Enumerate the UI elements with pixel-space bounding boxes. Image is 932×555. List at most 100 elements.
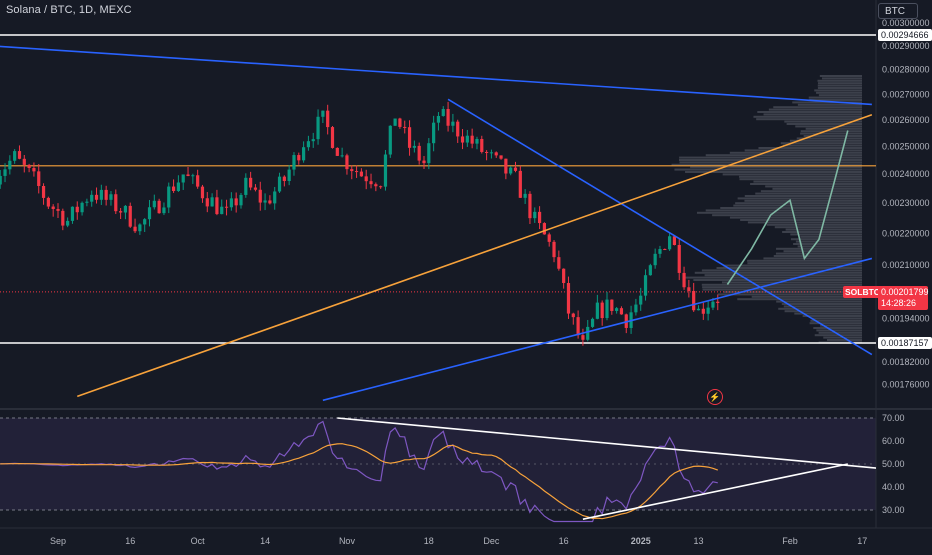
time-tick-label: 17 xyxy=(857,536,867,546)
candle-body xyxy=(186,174,190,177)
price-axis[interactable]: 0.00300000 0.00290000 0.00280000 0.00270000… xyxy=(882,18,930,390)
price-tick-label: 0.00290000 xyxy=(882,41,930,51)
candle-body xyxy=(533,211,537,219)
candle-body xyxy=(711,301,715,308)
candle-body xyxy=(61,210,65,226)
volume-profile-bar xyxy=(701,283,862,286)
time-tick-label: 16 xyxy=(559,536,569,546)
volume-profile-bar xyxy=(717,293,862,296)
candle-body xyxy=(595,302,599,319)
candle-body xyxy=(234,198,238,206)
candle-body xyxy=(167,186,171,208)
candle-body xyxy=(509,167,513,174)
volume-profile-bar xyxy=(810,319,862,322)
candle-body xyxy=(326,110,330,128)
projection-path xyxy=(726,130,849,285)
candle-body xyxy=(456,121,460,137)
volume-profile-bar xyxy=(674,168,862,171)
candles xyxy=(0,101,720,346)
volume-profile-bar xyxy=(679,159,862,161)
candle-body xyxy=(634,304,638,313)
candle-body xyxy=(37,171,41,186)
candle-body xyxy=(504,158,508,174)
candle-body xyxy=(359,171,363,177)
volume-profile-bar xyxy=(790,233,862,236)
candle-body xyxy=(147,207,152,220)
volume-profile-bar xyxy=(753,180,862,183)
candle-body xyxy=(297,155,301,161)
candle-body xyxy=(383,154,388,187)
volume-profile-bar xyxy=(821,77,862,80)
volume-profile-bar xyxy=(808,96,862,99)
price-tick-label: 0.00176000 xyxy=(882,380,930,390)
candle-body xyxy=(13,151,17,161)
volume-profile-bar xyxy=(827,339,862,341)
time-tick-label: Sep xyxy=(50,536,66,546)
volume-profile-bar xyxy=(753,115,862,118)
candle-body xyxy=(648,265,652,276)
level-tag-bottom: 0.00187157 xyxy=(878,337,932,349)
volume-profile-bar xyxy=(739,175,862,178)
volume-profile-bar xyxy=(783,144,862,147)
candle-body xyxy=(162,207,166,214)
price-tick-label: 0.00260000 xyxy=(882,115,930,125)
time-tick-label: 14 xyxy=(260,536,270,546)
candle-body xyxy=(277,176,282,192)
volume-profile-bar xyxy=(811,317,862,320)
volume-profile-bar xyxy=(756,118,862,121)
candle-body xyxy=(229,198,233,208)
candle-body xyxy=(557,257,561,269)
candle-body xyxy=(422,160,426,164)
candle-body xyxy=(80,202,84,213)
candle-body xyxy=(619,308,624,315)
symbol-title[interactable]: Solana / BTC, 1D, MEXC xyxy=(6,4,132,16)
rsi-tick-label: 70.00 xyxy=(882,413,905,423)
volume-profile-bar xyxy=(702,288,862,291)
candle-body xyxy=(191,175,195,177)
time-axis[interactable]: Sep 16 Oct 14 Nov 18 Dec 16 2025 13 Feb 17 xyxy=(50,536,867,546)
candle-body xyxy=(518,170,522,198)
volume-profile-bar xyxy=(679,156,862,159)
candle-body xyxy=(94,194,99,200)
candle-body xyxy=(205,198,209,207)
candle-body xyxy=(706,307,710,314)
volume-profile-bar xyxy=(809,322,862,325)
candle-body xyxy=(480,138,484,152)
candle-body xyxy=(306,141,311,148)
candle-body xyxy=(8,160,12,170)
flash-icon[interactable]: ⚡ xyxy=(707,389,723,405)
volume-profile-bar xyxy=(757,111,862,113)
volume-profile-bar xyxy=(774,226,862,229)
candle-body xyxy=(157,200,161,214)
volume-profile-bar xyxy=(773,255,862,257)
rsi-axis[interactable]: 70.00 60.00 50.00 40.00 30.00 xyxy=(882,413,905,515)
candle-body xyxy=(171,186,176,192)
price-tick-label: 0.00280000 xyxy=(882,65,930,75)
time-tick-label: Nov xyxy=(339,536,356,546)
candle-body xyxy=(615,308,619,311)
candle-body xyxy=(393,118,397,126)
candle-body xyxy=(109,194,113,200)
orange-ascending-line xyxy=(76,113,873,398)
candle-body xyxy=(114,194,118,212)
candle-body xyxy=(282,176,286,182)
time-tick-label: 16 xyxy=(125,536,135,546)
volume-profile-bar xyxy=(747,221,862,224)
candle-body xyxy=(263,200,267,203)
candle-body xyxy=(345,155,349,170)
candle-body xyxy=(379,186,383,188)
descending-wedge-line xyxy=(447,98,873,356)
candle-body xyxy=(104,189,108,200)
volume-profile-bar xyxy=(744,199,862,202)
price-tick-label: 0.00220000 xyxy=(882,228,930,238)
candle-body xyxy=(350,169,354,172)
price-tick-label: 0.00250000 xyxy=(882,142,930,152)
volume-profile-bar xyxy=(803,135,862,137)
candle-body xyxy=(465,135,469,143)
volume-profile-bar xyxy=(816,329,862,332)
trendlines xyxy=(0,45,873,402)
candle-body xyxy=(56,209,60,211)
currency-button[interactable]: BTC xyxy=(878,3,918,19)
